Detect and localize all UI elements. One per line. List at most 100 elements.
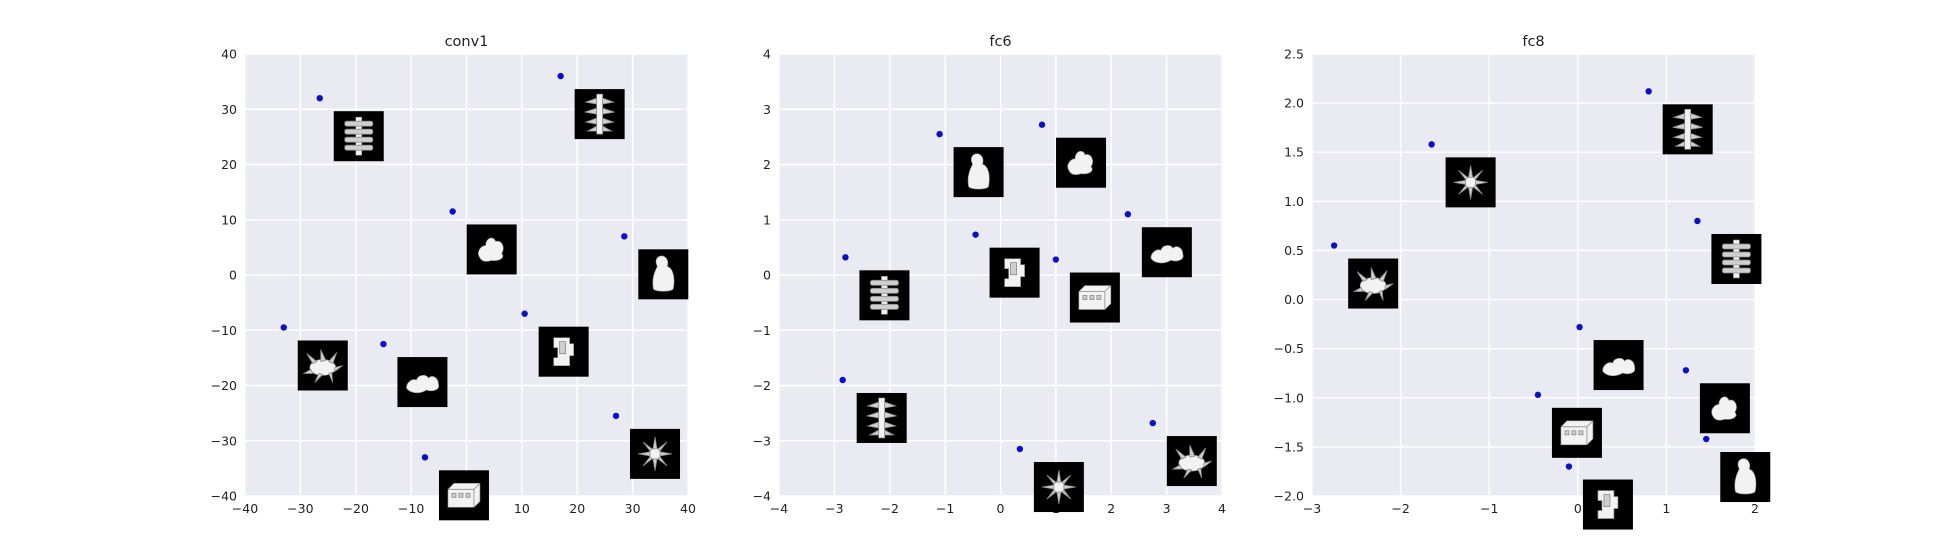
x-tick-label: −3 bbox=[1303, 501, 1321, 516]
data-point bbox=[1016, 445, 1024, 453]
x-tick-label: −2 bbox=[881, 501, 899, 516]
data-point bbox=[1565, 463, 1573, 470]
x-tick-label: −1 bbox=[1480, 501, 1498, 516]
bust-thumbnail bbox=[1720, 452, 1771, 503]
sea-urchin-thumbnail bbox=[1033, 462, 1084, 513]
spiky-column-thumbnail bbox=[1662, 104, 1713, 155]
x-tick-label: −3 bbox=[825, 501, 843, 516]
chart-title: conv1 bbox=[445, 34, 489, 50]
y-tick-label: −4 bbox=[753, 489, 771, 504]
x-tick-label: 10 bbox=[514, 501, 530, 516]
brick-thumbnail bbox=[1551, 407, 1602, 458]
brick-thumbnail bbox=[1069, 272, 1120, 323]
data-point bbox=[1124, 211, 1132, 218]
flat-blob-thumbnail bbox=[1141, 227, 1192, 278]
data-point bbox=[316, 95, 323, 102]
blob-thumbnail bbox=[466, 224, 517, 275]
chart-title: fc8 bbox=[1522, 34, 1544, 50]
y-tick-label: −0.5 bbox=[1274, 341, 1304, 356]
y-tick-label: −2 bbox=[753, 378, 771, 393]
data-point bbox=[380, 340, 387, 348]
data-point bbox=[557, 72, 564, 80]
x-tick-label: 40 bbox=[680, 501, 696, 516]
flat-blob-thumbnail bbox=[1593, 340, 1644, 391]
y-tick-label: −10 bbox=[211, 323, 237, 338]
y-tick-label: 2.0 bbox=[1284, 96, 1304, 111]
x-tick-label: 0 bbox=[997, 501, 1005, 516]
blocky-shape-thumbnail bbox=[538, 326, 589, 377]
x-tick-label: 30 bbox=[625, 501, 641, 516]
y-tick-label: 3 bbox=[763, 102, 771, 117]
data-point bbox=[421, 454, 429, 461]
y-tick-label: 1 bbox=[763, 212, 771, 227]
x-tick-label: −2 bbox=[1391, 501, 1409, 516]
sea-urchin-thumbnail bbox=[630, 428, 681, 479]
y-tick-label: 40 bbox=[221, 47, 237, 62]
x-tick-label: −40 bbox=[232, 501, 258, 516]
y-tick-label: 0 bbox=[763, 268, 771, 283]
chart-title: fc6 bbox=[989, 34, 1011, 50]
y-tick-label: −40 bbox=[211, 489, 237, 504]
x-tick-label: 3 bbox=[1163, 501, 1171, 516]
data-point bbox=[1682, 367, 1690, 374]
data-point bbox=[1052, 256, 1060, 263]
sea-urchin-thumbnail bbox=[1445, 157, 1496, 208]
data-point bbox=[612, 412, 620, 420]
brick-thumbnail bbox=[438, 470, 489, 521]
blob-thumbnail bbox=[1056, 137, 1107, 188]
y-tick-label: −1 bbox=[753, 323, 771, 338]
segmented-spine-thumbnail bbox=[1711, 233, 1762, 284]
y-tick-label: −3 bbox=[753, 433, 771, 448]
spiky-cluster-thumbnail bbox=[1348, 258, 1399, 309]
y-tick-label: 2 bbox=[763, 157, 771, 172]
panel-conv1: −40−30−20−10010203040−40−30−20−100102030… bbox=[211, 34, 696, 521]
panel-fc8: −3 −2 −1 0 1 2 −2.0 −1.5 −1.0 −0.5 0.0 0.5 1.0 1.5 2.0… bbox=[1274, 34, 1771, 530]
data-point bbox=[972, 231, 979, 238]
y-tick-label: 4 bbox=[763, 47, 771, 62]
blocky-shape-thumbnail bbox=[989, 247, 1040, 298]
x-tick-label: −4 bbox=[770, 501, 788, 516]
flat-blob-thumbnail bbox=[397, 357, 448, 408]
x-tick-label: 1 bbox=[1662, 501, 1670, 516]
x-tick-label: −1 bbox=[936, 501, 954, 516]
data-point bbox=[936, 130, 943, 138]
data-point bbox=[449, 208, 456, 215]
blob-thumbnail bbox=[1699, 383, 1750, 434]
x-tick-label: 0 bbox=[1574, 501, 1582, 516]
x-tick-label: −30 bbox=[287, 501, 313, 516]
data-point bbox=[521, 310, 528, 317]
spiky-column-thumbnail bbox=[856, 392, 907, 443]
y-tick-label: 1.0 bbox=[1284, 194, 1304, 209]
data-point bbox=[621, 233, 628, 240]
y-tick-label: 1.5 bbox=[1284, 145, 1304, 160]
data-point bbox=[1149, 419, 1156, 427]
spiky-column-thumbnail bbox=[574, 89, 625, 140]
x-tick-label: 2 bbox=[1107, 501, 1115, 516]
spiky-cluster-thumbnail bbox=[297, 340, 348, 391]
data-point bbox=[1534, 391, 1542, 399]
segmented-spine-thumbnail bbox=[333, 111, 384, 162]
data-point bbox=[1694, 217, 1701, 225]
data-point bbox=[1038, 121, 1046, 128]
y-tick-label: −2.0 bbox=[1274, 489, 1304, 504]
blocky-shape-thumbnail bbox=[1582, 479, 1633, 530]
segmented-spine-thumbnail bbox=[859, 270, 910, 321]
y-tick-label: 20 bbox=[221, 157, 237, 172]
x-tick-label: −20 bbox=[343, 501, 369, 516]
spiky-cluster-thumbnail bbox=[1166, 436, 1217, 487]
data-point bbox=[1428, 141, 1435, 148]
data-point bbox=[1576, 323, 1583, 331]
data-point bbox=[280, 324, 287, 331]
data-point bbox=[839, 376, 846, 384]
data-point bbox=[1703, 435, 1710, 443]
y-tick-label: −1.5 bbox=[1274, 439, 1304, 454]
y-tick-label: 0.5 bbox=[1284, 243, 1304, 258]
x-tick-label: 4 bbox=[1218, 501, 1226, 516]
y-tick-label: 0 bbox=[229, 268, 237, 283]
x-tick-label: 20 bbox=[569, 501, 585, 516]
y-tick-label: −1.0 bbox=[1274, 390, 1304, 405]
data-point bbox=[842, 254, 849, 261]
x-tick-label: −10 bbox=[398, 501, 424, 516]
